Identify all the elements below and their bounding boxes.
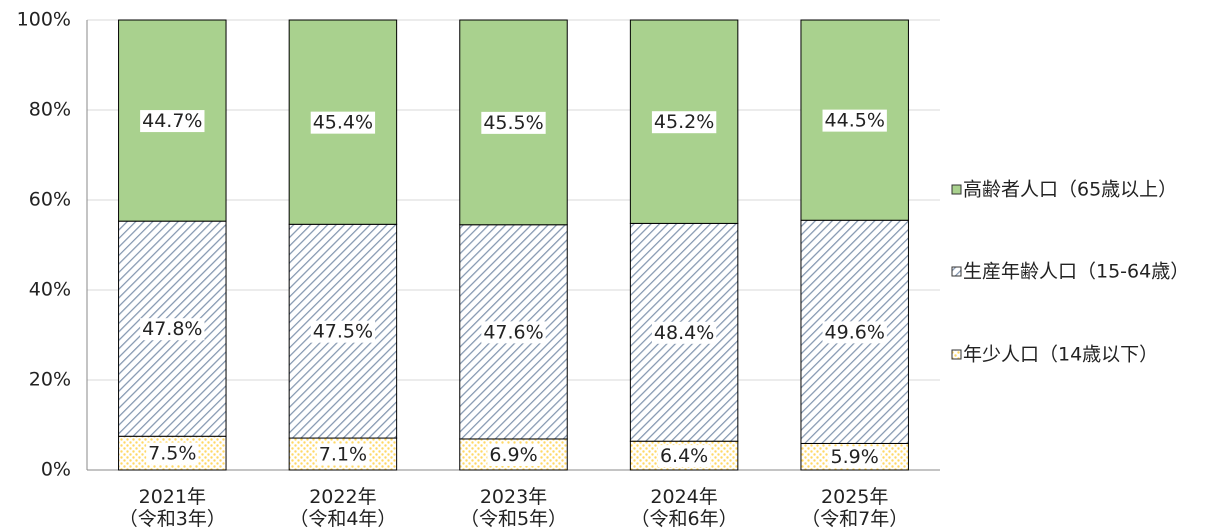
value-label-bg: [828, 446, 881, 469]
legend-label: 生産年齢人口（15-64歳）: [963, 261, 1189, 283]
value-label-bg: [310, 320, 376, 343]
y-tick-label: 100%: [17, 9, 71, 31]
value-label: 45.4%: [313, 112, 373, 134]
value-label-bg: [651, 111, 717, 134]
value-label-bg: [822, 109, 887, 132]
value-label-bg: [487, 443, 540, 466]
value-label: 44.5%: [825, 110, 885, 132]
value-label-bg: [481, 321, 546, 344]
legend-label: 高齢者人口（65歳以上）: [963, 179, 1177, 201]
y-tick-label: 20%: [29, 369, 71, 391]
value-label: 48.4%: [654, 322, 714, 344]
value-label: 5.9%: [831, 446, 879, 468]
value-label: 44.7%: [142, 110, 202, 132]
value-label-bg: [822, 321, 887, 344]
value-label: 45.5%: [483, 112, 543, 134]
value-label-bg: [140, 110, 205, 133]
legend-swatch: [951, 184, 962, 195]
value-label-bg: [310, 111, 376, 134]
y-tick-label: 80%: [29, 99, 71, 121]
value-label: 7.5%: [148, 443, 196, 465]
value-label: 6.4%: [660, 445, 708, 467]
y-tick-label: 0%: [41, 459, 71, 481]
value-label-bg: [146, 442, 199, 465]
x-tick-label: 2022年（令和4年）: [289, 486, 396, 530]
value-label-bg: [481, 111, 546, 134]
value-label: 45.2%: [654, 111, 714, 133]
legend-swatch: [951, 349, 962, 360]
y-tick-label: 60%: [29, 189, 71, 211]
value-label-bg: [657, 445, 711, 468]
value-label-bg: [316, 443, 370, 466]
value-label-bg: [651, 321, 717, 344]
value-label-bg: [140, 318, 205, 341]
value-label: 47.5%: [313, 321, 373, 343]
x-tick-label: 2023年（令和5年）: [460, 486, 567, 530]
y-tick-label: 40%: [29, 279, 71, 301]
value-label: 49.6%: [825, 321, 885, 343]
x-tick-label: 2025年（令和7年）: [801, 486, 908, 530]
value-label: 47.8%: [142, 318, 202, 340]
x-tick-label: 2024年（令和6年）: [631, 486, 738, 530]
value-label: 6.9%: [489, 444, 537, 466]
legend-swatch: [951, 266, 962, 277]
x-tick-label: 2021年（令和3年）: [119, 486, 226, 530]
value-label: 47.6%: [483, 321, 543, 343]
value-label: 7.1%: [319, 444, 367, 466]
legend-label: 年少人口（14歳以下）: [963, 344, 1158, 366]
